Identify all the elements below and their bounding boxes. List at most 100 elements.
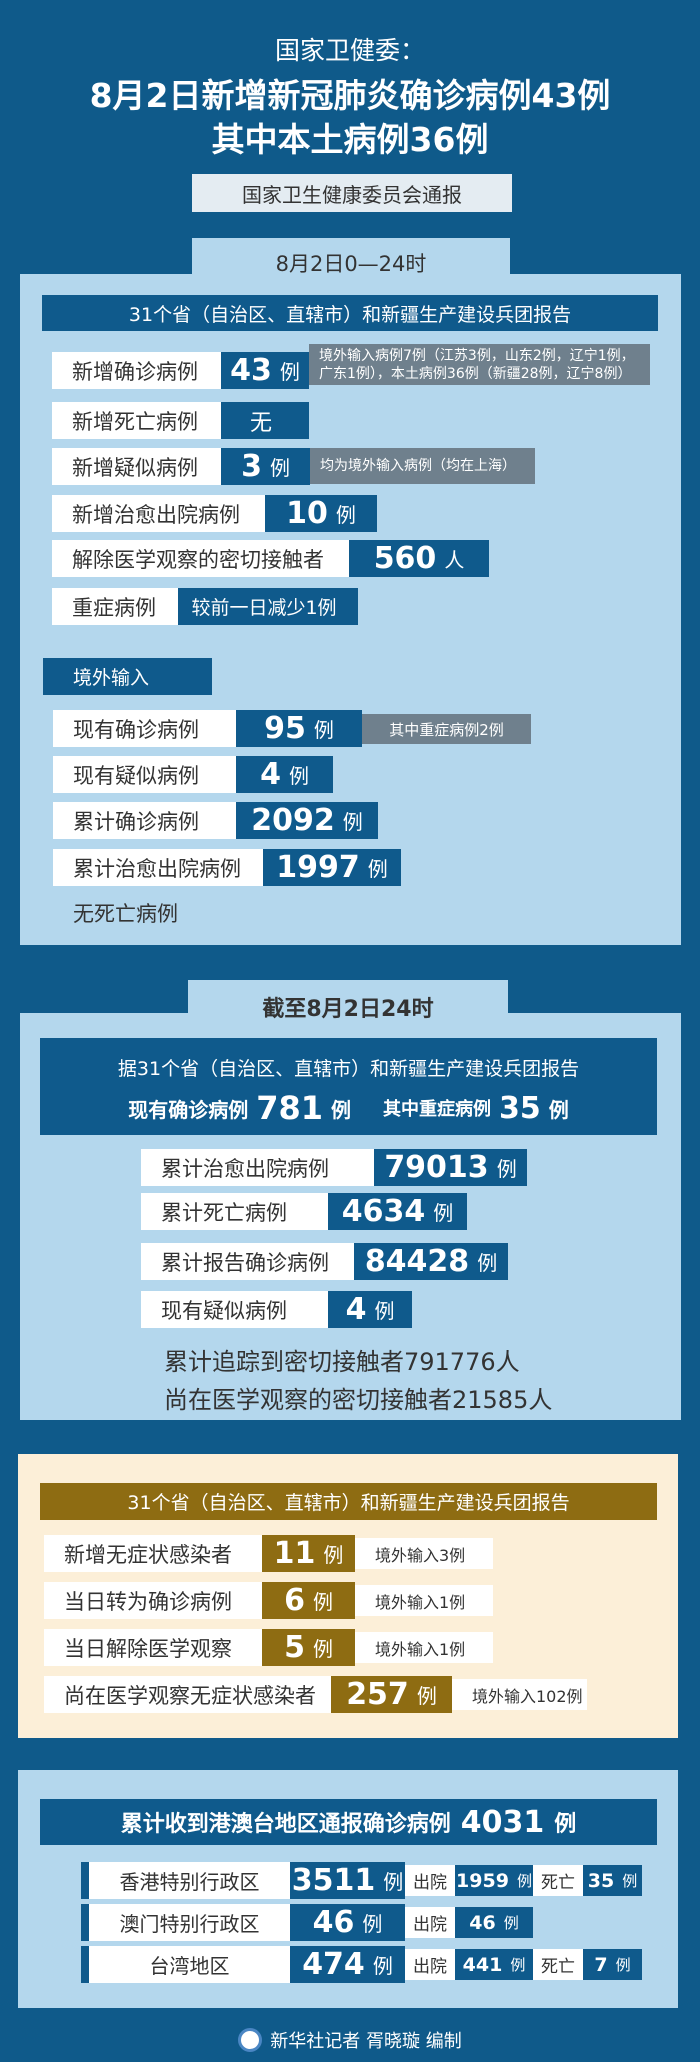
value: 46 [312, 1905, 355, 1940]
value: 43 [230, 353, 272, 388]
row-label: 重症病例 [52, 588, 178, 625]
credit: 新华社记者 胥晓璇 编制 [0, 2026, 700, 2054]
unit: 例 [342, 810, 363, 834]
unit: 人 [444, 548, 465, 572]
discharged-label: 出院 [405, 1949, 455, 1980]
value-box: 1997 例 [263, 849, 401, 886]
value: 2092 [251, 803, 335, 838]
region-label: 台湾地区 [89, 1946, 290, 1983]
value: 79013 [384, 1150, 489, 1185]
row-label: 解除医学观察的密切接触者 [52, 540, 349, 577]
value-box: 560 人 [349, 540, 489, 577]
current-label: 现有确诊病例 [128, 1097, 249, 1122]
value-box: 4634 例 [328, 1193, 467, 1230]
current-unit: 例 [331, 1097, 352, 1122]
value: 4 [345, 1292, 367, 1327]
severe-unit: 例 [548, 1097, 569, 1122]
row-label: 现有疑似病例 [53, 756, 236, 793]
page-subtitle: 其中本土病例36例 [211, 120, 489, 159]
row-label: 累计治愈出院病例 [53, 849, 263, 886]
unit: 例 [383, 1870, 404, 1894]
contacts-observed: 尚在医学观察的密切接触者21585人 [164, 1386, 553, 1414]
row-label: 尚在医学观察无症状感染者 [44, 1676, 331, 1713]
unit: 例 [496, 1157, 517, 1181]
row-label: 当日解除医学观察 [44, 1629, 262, 1666]
region-total: 3511 例 [290, 1862, 405, 1899]
death-value: 35 例 [583, 1865, 642, 1896]
value-box: 79013 例 [374, 1149, 527, 1186]
value: 1997 [276, 850, 360, 885]
current-value: 781 [256, 1089, 324, 1127]
unit: 例 [323, 1543, 344, 1567]
imported-title: 境外输入 [43, 658, 212, 695]
cumulative-header: 据31个省（自治区、直辖市）和新疆生产建设兵团报告 现有确诊病例 781 例 其… [40, 1038, 657, 1135]
value: 257 [346, 1677, 409, 1712]
death-label: 死亡 [533, 1949, 583, 1980]
row-note: 其中重症病例2例 [362, 714, 531, 744]
page-title: 8月2日新增新冠肺炎确诊病例43例 [89, 76, 611, 115]
source-label: 国家卫生健康委员会通报 [192, 174, 512, 212]
value: 46 [469, 1911, 496, 1934]
value: 3511 [291, 1863, 376, 1898]
value: 95 [264, 711, 306, 746]
row-accent [81, 1946, 89, 1983]
hmt-header: 累计收到港澳台地区通报确诊病例 4031 例 [40, 1799, 657, 1845]
discharged-value: 1959 例 [455, 1865, 533, 1896]
value: 10 [286, 496, 328, 531]
row-note: 境外输入1例 [355, 1585, 493, 1616]
value-box: 较前一日减少1例 [178, 588, 358, 625]
region-label: 澳门特别行政区 [89, 1904, 290, 1941]
org-label: 国家卫健委： [274, 36, 425, 65]
unit: 例 [269, 456, 290, 480]
row-label: 现有确诊病例 [53, 710, 236, 747]
discharged-value: 441 例 [455, 1949, 533, 1980]
severe-value: 35 [499, 1090, 541, 1126]
row-note: 境外输入1例 [355, 1632, 493, 1663]
row-label: 新增无症状感染者 [44, 1535, 262, 1572]
cumulative-line1: 据31个省（自治区、直辖市）和新疆生产建设兵团报告 [117, 1057, 580, 1080]
unit: 例 [477, 1251, 498, 1275]
discharged-value: 46 例 [455, 1907, 533, 1938]
daily-bar: 31个省（自治区、直辖市）和新疆生产建设兵团报告 [42, 295, 658, 331]
row-label: 新增疑似病例 [52, 448, 221, 485]
row-label: 累计确诊病例 [53, 802, 236, 839]
asymptomatic-bar: 31个省（自治区、直辖市）和新疆生产建设兵团报告 [40, 1483, 657, 1520]
hmt-unit: 例 [554, 1812, 577, 1837]
unit: 例 [416, 1684, 437, 1708]
daily-tab [192, 238, 510, 278]
unit: 例 [622, 1872, 638, 1890]
unit: 例 [433, 1201, 454, 1225]
unit: 例 [362, 1912, 383, 1936]
unit: 例 [374, 1299, 395, 1323]
unit: 例 [288, 764, 309, 788]
row-note: 境外输入102例 [452, 1679, 587, 1710]
row-accent [81, 1904, 89, 1941]
row-label: 新增确诊病例 [52, 352, 221, 389]
credit-text: 新华社记者 胥晓璇 编制 [270, 2031, 462, 2052]
cumulative-tab-label: 截至8月2日24时 [262, 997, 434, 1022]
value-box: 95 例 [236, 710, 362, 747]
row-accent [81, 1862, 89, 1899]
row-label: 现有疑似病例 [141, 1291, 328, 1328]
unit: 例 [615, 1956, 631, 1974]
hmt-title: 累计收到港澳台地区通报确诊病例 [120, 1812, 451, 1837]
row-label: 当日转为确诊病例 [44, 1582, 262, 1619]
value: 较前一日减少1例 [191, 597, 337, 619]
value: 11 [273, 1536, 316, 1571]
daily-tab-label: 8月2日0—24时 [275, 252, 427, 276]
value: 84428 [364, 1244, 470, 1279]
row-label: 新增死亡病例 [52, 402, 221, 439]
value-box: 无 [221, 402, 309, 439]
discharged-label: 出院 [405, 1907, 455, 1938]
hmt-total: 4031 [460, 1804, 545, 1840]
value: 4 [260, 757, 281, 792]
row-note: 境外输入3例 [355, 1538, 493, 1569]
value: 3 [241, 449, 262, 484]
unit: 例 [279, 360, 300, 384]
